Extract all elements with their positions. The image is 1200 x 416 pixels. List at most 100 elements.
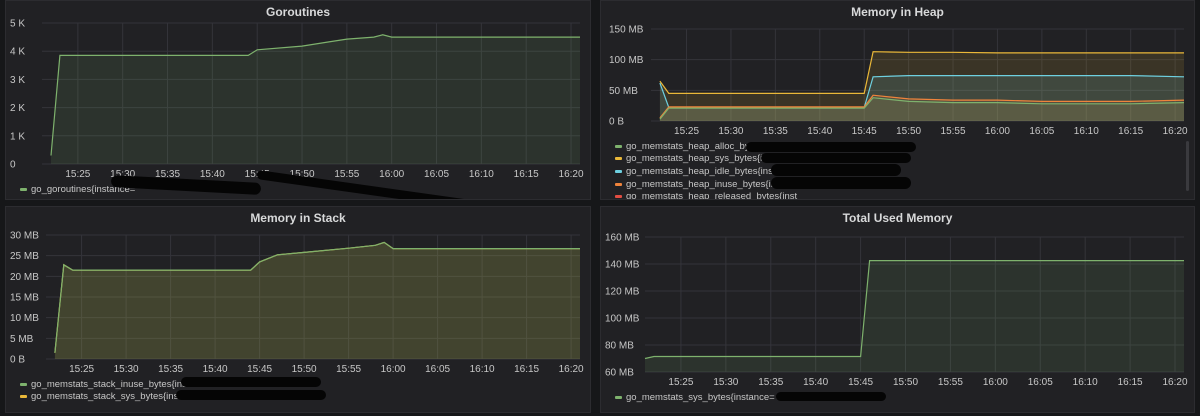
x-tick-label: 16:10 bbox=[1074, 126, 1099, 137]
goroutines-panel: Goroutines 0 1 K 2 K 3 K 4 K 5 K 15:25 15:30 15:… bbox=[5, 0, 591, 200]
series-line[interactable] bbox=[50, 34, 580, 156]
x-tick-label: 15:50 bbox=[292, 364, 317, 375]
legend-label: go_memstats_heap_inuse_bytes{instanc bbox=[626, 178, 799, 190]
series-area bbox=[659, 75, 1184, 121]
panel-title[interactable]: Memory in Heap bbox=[851, 5, 944, 19]
y-tick-label: 4 K bbox=[10, 47, 25, 58]
legend-label: go_memstats_heap_alloc_bytes{inst bbox=[626, 140, 781, 152]
legend-swatch bbox=[615, 395, 622, 399]
y-tick-label: 5 MB bbox=[10, 334, 34, 345]
legend-scrollbar[interactable] bbox=[1186, 141, 1189, 191]
y-tick-label: 60 MB bbox=[605, 368, 634, 379]
x-tick-label: 16:05 bbox=[424, 169, 449, 180]
goroutines-legend: go_goroutines{instance= bbox=[20, 183, 135, 196]
y-tick-label: 150 MB bbox=[609, 25, 644, 36]
y-tick-label: 120 MB bbox=[605, 287, 640, 298]
stack-chart[interactable]: 0 B 5 MB 10 MB 15 MB 20 MB 25 MB 30 MB 15:25 15:… bbox=[6, 207, 591, 413]
legend-item[interactable]: go_memstats_stack_inuse_bytes{instance bbox=[20, 378, 210, 391]
series-line[interactable] bbox=[644, 260, 1184, 360]
x-tick-label: 16:15 bbox=[1118, 377, 1143, 388]
goroutines-chart[interactable]: 01 K2 K3 K4 K5 K15:2515:3015:3515:4015:4… bbox=[6, 1, 591, 200]
y-tick-label: 5 K bbox=[10, 19, 25, 30]
x-tick-label: 15:30 bbox=[713, 377, 738, 388]
heap-chart[interactable]: 0 B 50 MB 100 MB 150 MB 15:25 15:30 15:35 15:40… bbox=[601, 1, 1195, 200]
y-tick-label: 10 MB bbox=[10, 313, 39, 324]
panel-title[interactable]: Goroutines bbox=[265, 5, 330, 19]
x-tick-label: 15:40 bbox=[203, 364, 228, 375]
x-tick-label: 15:35 bbox=[758, 377, 783, 388]
legend-item[interactable]: go_memstats_stack_sys_bytes{instance=" bbox=[20, 391, 210, 404]
panel-title[interactable]: Total Used Memory bbox=[842, 211, 953, 225]
y-tick-label: 80 MB bbox=[605, 341, 634, 352]
redaction-mark bbox=[746, 142, 916, 152]
x-tick-label: 16:00 bbox=[381, 364, 406, 375]
grid bbox=[46, 234, 580, 360]
x-tick-label: 16:20 bbox=[559, 364, 584, 375]
legend-swatch bbox=[615, 195, 622, 199]
legend-label: go_goroutines{instance= bbox=[31, 183, 136, 195]
x-tick-label: 16:00 bbox=[985, 126, 1010, 137]
series-area bbox=[54, 242, 580, 359]
legend-swatch bbox=[20, 395, 27, 399]
x-tick-label: 16:10 bbox=[1073, 377, 1098, 388]
legend-swatch bbox=[615, 157, 622, 161]
x-tick-label: 16:20 bbox=[1163, 126, 1188, 137]
legend-item[interactable]: go_memstats_sys_bytes{instance= bbox=[615, 391, 775, 404]
series-area bbox=[54, 242, 580, 359]
legend-swatch bbox=[615, 169, 622, 173]
legend-item[interactable]: go_memstats_heap_alloc_bytes{inst bbox=[615, 140, 802, 153]
legend-item[interactable]: go_memstats_heap_idle_bytes{instance= bbox=[615, 165, 802, 178]
x-tick-label: 15:30 bbox=[110, 169, 135, 180]
x-tick-label: 15:35 bbox=[763, 126, 788, 137]
redaction-mark bbox=[771, 164, 901, 176]
x-tick-label: 15:45 bbox=[848, 377, 873, 388]
x-tick-label: 16:15 bbox=[1118, 126, 1143, 137]
x-tick-label: 16:10 bbox=[470, 364, 495, 375]
y-tick-label: 2 K bbox=[10, 103, 25, 114]
redaction-mark bbox=[761, 153, 911, 163]
legend-label: go_memstats_stack_sys_bytes{instance=" bbox=[31, 391, 211, 403]
total-memory-chart[interactable]: 60 MB 80 MB 100 MB 120 MB 140 MB 160 MB 15:25 1… bbox=[601, 207, 1195, 413]
x-tick-label: 15:35 bbox=[158, 364, 183, 375]
grid bbox=[645, 236, 1184, 373]
legend-item[interactable]: go_goroutines{instance= bbox=[20, 183, 135, 196]
x-tick-label: 16:05 bbox=[425, 364, 450, 375]
legend-label: go_memstats_heap_released_bytes{inst bbox=[626, 191, 798, 200]
legend-item[interactable]: go_memstats_heap_released_bytes{inst bbox=[615, 190, 802, 200]
x-tick-label: 16:10 bbox=[469, 169, 494, 180]
y-tick-label: 30 MB bbox=[10, 231, 39, 242]
series-line[interactable] bbox=[54, 241, 580, 353]
x-tick-label: 15:50 bbox=[896, 126, 921, 137]
legend-item[interactable]: go_memstats_heap_sys_bytes{instan bbox=[615, 153, 802, 166]
x-tick-label: 15:40 bbox=[807, 126, 832, 137]
y-tick-label: 100 MB bbox=[605, 314, 640, 325]
legend-label: go_memstats_heap_sys_bytes{instan bbox=[626, 153, 786, 165]
y-tick-label: 100 MB bbox=[609, 55, 644, 66]
series-area bbox=[51, 34, 580, 164]
redaction-mark bbox=[771, 177, 911, 189]
x-tick-label: 15:55 bbox=[941, 126, 966, 137]
legend-swatch bbox=[20, 382, 27, 386]
legend-item[interactable]: go_memstats_heap_inuse_bytes{instanc bbox=[615, 178, 802, 191]
redaction-mark bbox=[176, 390, 326, 400]
y-tick-label: 25 MB bbox=[10, 251, 39, 262]
x-tick-label: 15:55 bbox=[938, 377, 963, 388]
total-memory-legend: go_memstats_sys_bytes{instance= bbox=[615, 391, 775, 404]
memory-in-stack-panel: Memory in Stack 0 B 5 MB 10 MB 15 MB 20 MB 25… bbox=[5, 206, 591, 413]
y-tick-label: 1 K bbox=[10, 131, 25, 142]
x-tick-label: 15:40 bbox=[200, 169, 225, 180]
x-tick-label: 16:05 bbox=[1028, 377, 1053, 388]
series-line[interactable] bbox=[659, 97, 1185, 120]
panel-title[interactable]: Memory in Stack bbox=[250, 211, 346, 225]
x-tick-label: 15:55 bbox=[334, 169, 359, 180]
series-line[interactable] bbox=[659, 94, 1185, 119]
x-tick-label: 16:20 bbox=[559, 169, 584, 180]
x-tick-label: 15:25 bbox=[674, 126, 699, 137]
memory-in-heap-panel: Memory in Heap 0 B 50 MB 100 MB 150 MB 15:25… bbox=[600, 0, 1195, 200]
series-area bbox=[645, 260, 1184, 372]
legend-label: go_memstats_sys_bytes{instance= bbox=[626, 391, 775, 403]
y-tick-label: 3 K bbox=[10, 75, 25, 86]
x-tick-label: 15:55 bbox=[336, 364, 361, 375]
series-line[interactable] bbox=[659, 51, 1184, 94]
y-tick-label: 15 MB bbox=[10, 293, 39, 304]
